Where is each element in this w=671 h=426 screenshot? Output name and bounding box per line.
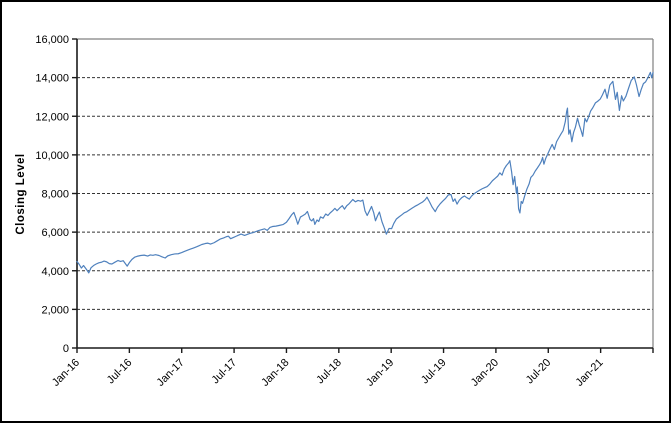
x-tick-label: Jul-17 (210, 357, 240, 387)
x-axis-ticks: Jan-16 Jul-16 Jan-17 Jul-17 Jan-18 Jul-18 Jan-… (50, 348, 654, 389)
y-tick-label: 8,000 (41, 189, 69, 201)
y-tick-label: 0 (63, 343, 69, 355)
x-tick-label: Jan-17 (155, 357, 187, 389)
x-tick-label: Jan-21 (573, 357, 605, 389)
y-axis-ticks: 0 2,000 4,000 6,000 8,000 10,000 12,000 14,000 1… (35, 34, 77, 355)
gridlines (77, 77, 653, 310)
x-tick-label: Jul-18 (314, 357, 344, 387)
y-axis-title: Closing Level (15, 153, 27, 234)
line-chart: 0 2,000 4,000 6,000 8,000 10,000 12,000 14,000 1… (15, 34, 654, 389)
x-tick-label: Jul-20 (524, 357, 554, 387)
x-tick-label: Jul-19 (419, 357, 449, 387)
y-tick-label: 10,000 (35, 150, 69, 162)
x-tick-label: Jan-18 (259, 357, 291, 389)
data-series (76, 71, 654, 274)
x-tick-label: Jan-16 (50, 357, 82, 389)
x-tick-label: Jan-20 (469, 357, 501, 389)
y-tick-label: 16,000 (35, 34, 69, 46)
x-tick-label: Jul-16 (105, 357, 135, 387)
y-tick-label: 14,000 (35, 73, 69, 85)
x-tick-label: Jan-19 (364, 357, 396, 389)
y-tick-label: 12,000 (35, 111, 69, 123)
y-tick-label: 2,000 (41, 304, 69, 316)
closing-level-line (76, 71, 654, 274)
plot-area-border (77, 38, 654, 348)
y-tick-label: 6,000 (41, 227, 69, 239)
y-tick-label: 4,000 (41, 266, 69, 278)
